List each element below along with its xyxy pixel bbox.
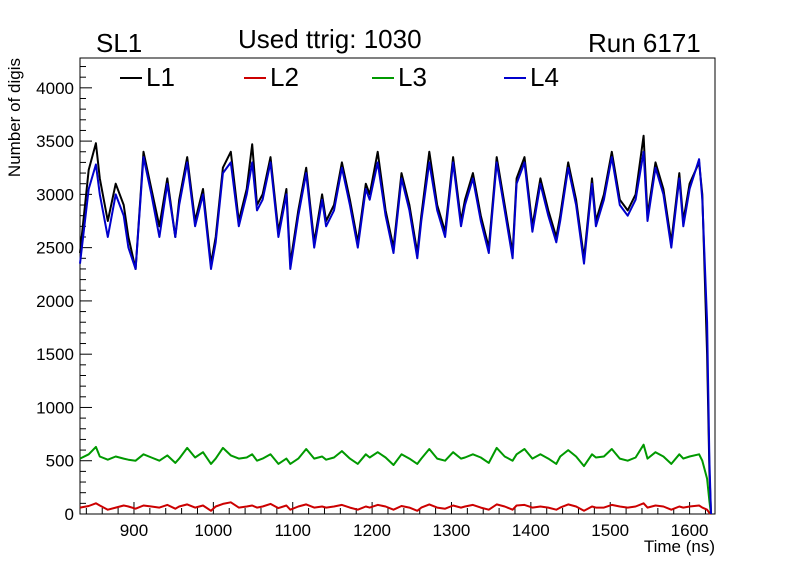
series-line-l3 (79, 443, 712, 515)
legend-item-l2: L2 (244, 62, 299, 93)
legend-item-l4: L4 (504, 62, 559, 93)
series-line-l2 (79, 501, 712, 515)
chart-title: Used ttrig: 1030 (238, 24, 422, 54)
x-tick-label: 1000 (194, 521, 232, 540)
legend-label-l3: L3 (398, 62, 427, 92)
series-line-l4 (79, 150, 712, 515)
legend-swatch-l3 (372, 76, 394, 79)
legend-item-l3: L3 (372, 62, 427, 93)
x-axis-title: Time (ns) (644, 537, 715, 556)
y-tick-label: 1500 (36, 345, 74, 364)
y-tick-label: 2500 (36, 239, 74, 258)
legend-item-l1: L1 (120, 62, 175, 93)
y-tick-label: 500 (46, 452, 74, 471)
y-tick-label: 4000 (36, 79, 74, 98)
y-tick-label: 2000 (36, 292, 74, 311)
x-tick-label: 1400 (512, 521, 550, 540)
x-tick-label: 1100 (274, 521, 311, 540)
y-tick-label: 1000 (36, 398, 74, 417)
x-tick-label: 900 (120, 521, 148, 540)
legend-label-l4: L4 (530, 62, 559, 92)
legend-swatch-l1 (120, 76, 142, 79)
series-line-l1 (79, 134, 712, 515)
legend-label-l2: L2 (270, 62, 299, 92)
y-tick-label: 0 (65, 505, 74, 524)
legend-swatch-l2 (244, 76, 266, 79)
legend-swatch-l4 (504, 76, 526, 79)
x-tick-label: 1200 (353, 521, 391, 540)
legend-label-l1: L1 (146, 62, 175, 92)
y-tick-label: 3000 (36, 185, 74, 204)
superlayer-label: SL1 (96, 28, 143, 58)
x-tick-label: 1300 (433, 521, 471, 540)
y-axis-title: Number of digis (5, 58, 24, 177)
plot-frame (79, 57, 716, 515)
run-label: Run 6171 (588, 28, 701, 58)
x-tick-label: 1500 (591, 521, 629, 540)
y-tick-label: 3500 (36, 132, 74, 151)
x-tick-label: 1600 (671, 521, 709, 540)
